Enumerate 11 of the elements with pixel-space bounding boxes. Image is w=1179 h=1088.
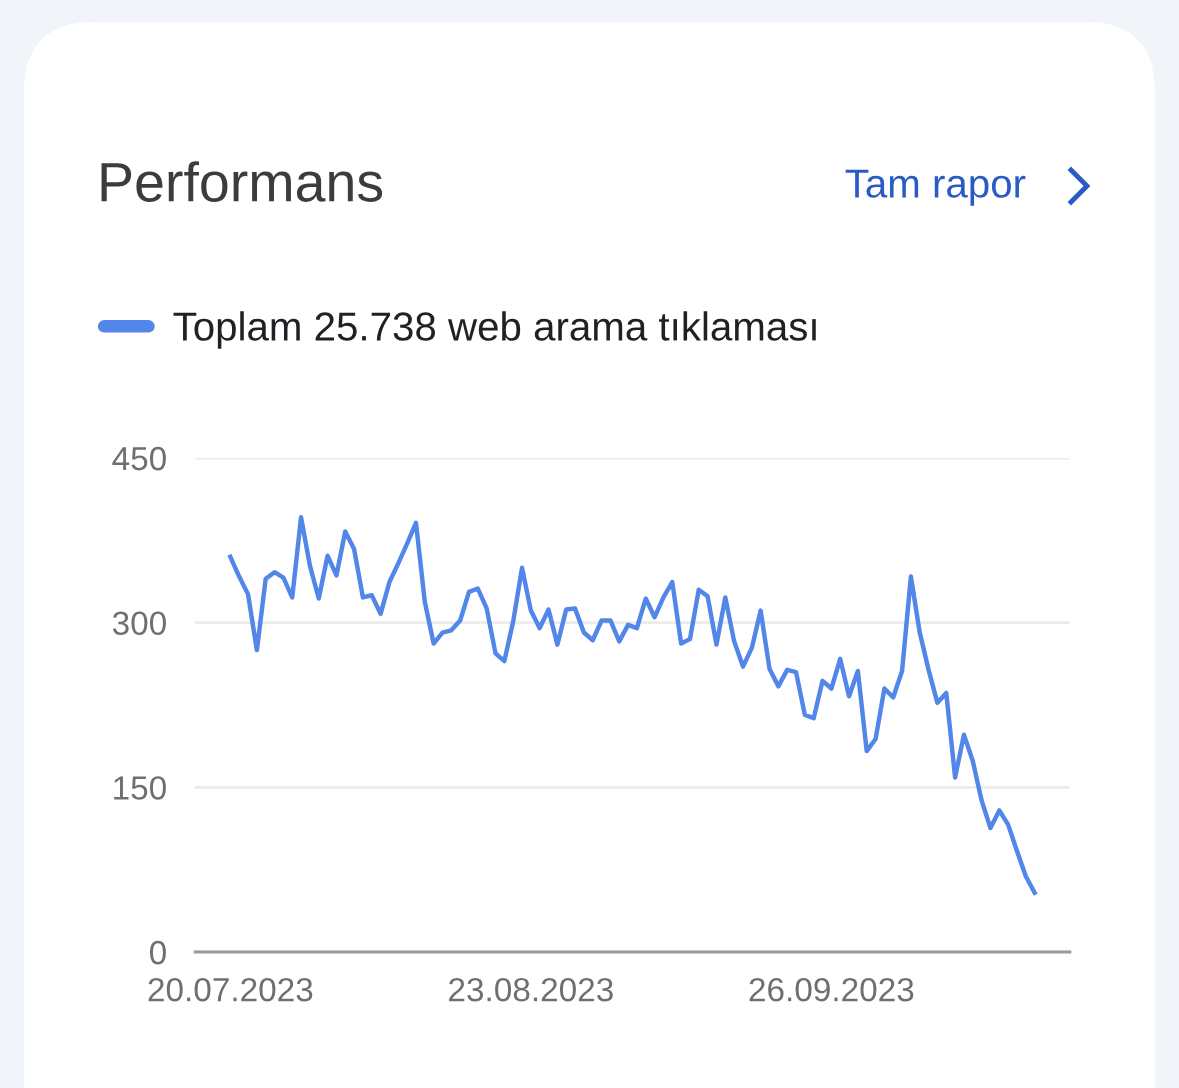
chart-title: Performans <box>101 161 383 202</box>
x-tick-label: 20.07.2023 <box>148 977 313 1002</box>
line-series <box>228 515 1037 895</box>
x-tick-label: 23.08.2023 <box>449 977 613 1002</box>
y-tick-label: 300 <box>112 611 166 636</box>
y-tick-label: 450 <box>112 446 166 471</box>
y-tick-label: 0 <box>149 940 166 965</box>
text: Tam rapor <box>845 169 1026 206</box>
legend-label: Toplam 25.738 web arama tıklaması <box>173 311 816 349</box>
y-tick-label: 150 <box>114 776 166 800</box>
x-tick-label: 26.09.2023 <box>749 977 914 1002</box>
